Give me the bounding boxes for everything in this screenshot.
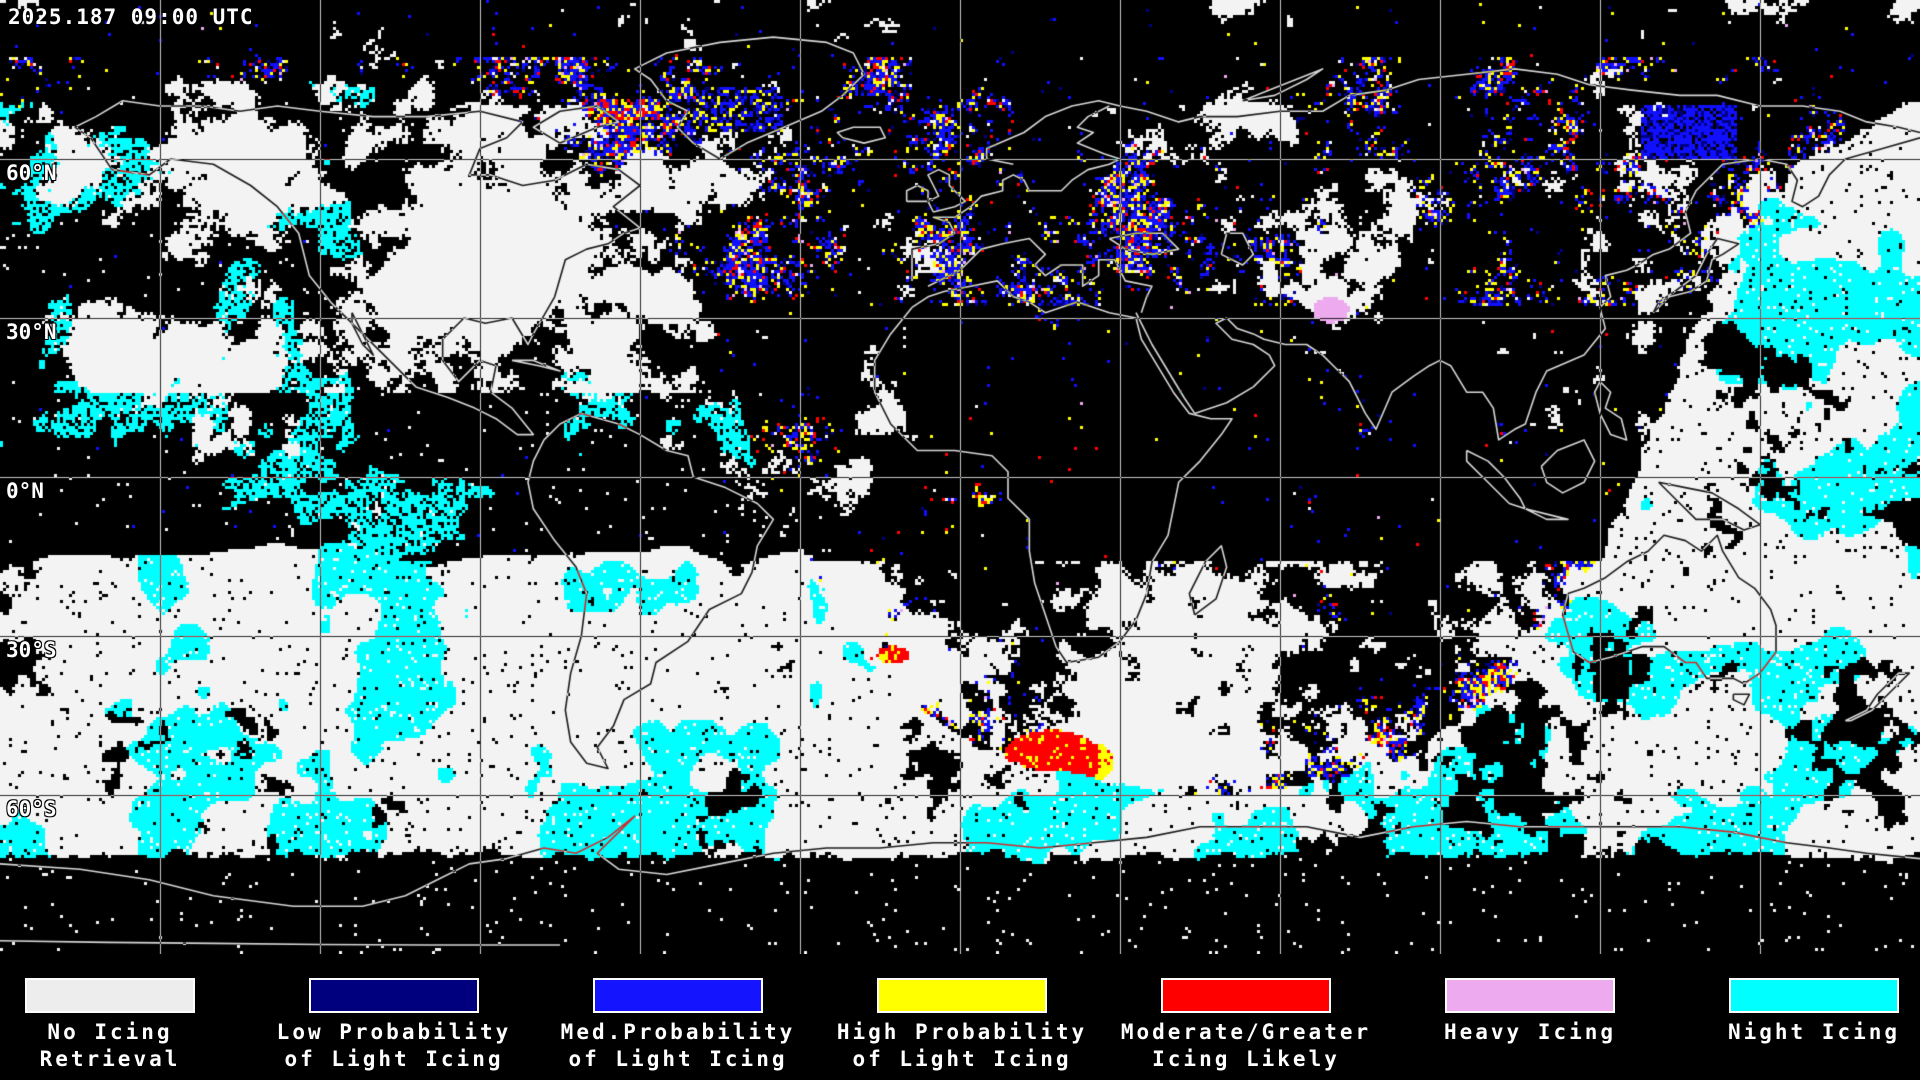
legend-item-med-prob-light: Med.Probability of Light Icing [538, 954, 818, 1073]
legend-label: Med.Probability of Light Icing [560, 1020, 796, 1071]
legend-item-heavy-icing: Heavy Icing [1390, 954, 1670, 1046]
timestamp: 2025.187 09:00 UTC [8, 5, 254, 29]
latitude-label: 60°N [6, 161, 57, 185]
legend-item-high-prob-light: High Probability of Light Icing [822, 954, 1102, 1073]
legend-label: Moderate/Greater Icing Likely [1120, 1020, 1372, 1071]
legend-label: Low Probability of Light Icing [276, 1020, 512, 1071]
latitude-label: 30°N [6, 320, 57, 344]
legend-swatch-heavy-icing [1445, 978, 1615, 1013]
legend-item-moderate-greater: Moderate/Greater Icing Likely [1106, 954, 1386, 1073]
legend-swatch-high-prob-light [877, 978, 1047, 1013]
legend-item-low-prob-light: Low Probability of Light Icing [254, 954, 534, 1073]
legend-label: Heavy Icing [1443, 1020, 1617, 1044]
legend-label: Night Icing [1727, 1020, 1901, 1044]
legend-item-night-icing: Night Icing [1674, 954, 1920, 1046]
legend-label: No Icing Retrieval [39, 1020, 181, 1071]
legend-swatch-med-prob-light [593, 978, 763, 1013]
legend-item-no-icing-retrieval: No Icing Retrieval [0, 954, 250, 1073]
legend-swatch-moderate-greater [1161, 978, 1331, 1013]
latitude-label: 60°S [6, 797, 57, 821]
latitude-label: 30°S [6, 638, 57, 662]
legend-swatch-low-prob-light [309, 978, 479, 1013]
legend: No Icing Retrieval Low Probability of Lig… [0, 954, 1920, 1080]
latitude-label: 0°N [6, 479, 44, 503]
legend-label: High Probability of Light Icing [836, 1020, 1088, 1071]
icing-map [0, 0, 1920, 954]
map-area: 2025.187 09:00 UTC 60°N 30°N 0°N 30°S 60°S [0, 0, 1920, 954]
legend-swatch-night-icing [1729, 978, 1899, 1013]
legend-swatch-no-icing-retrieval [25, 978, 195, 1013]
